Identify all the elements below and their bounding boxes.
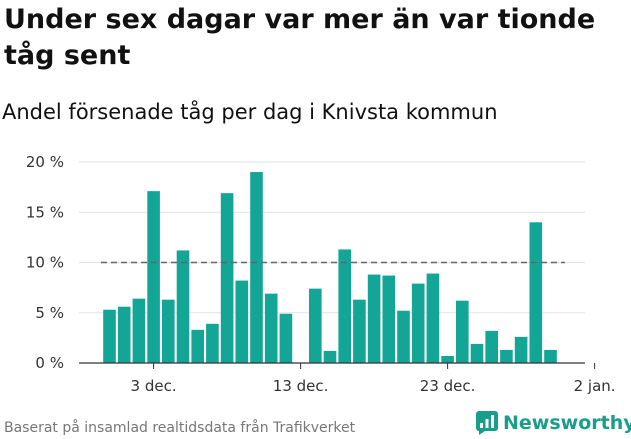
y-tick-label: 10 %: [26, 254, 64, 272]
bar: [132, 298, 146, 363]
x-tick-label: 2 jan.: [574, 377, 616, 395]
bar: [176, 250, 190, 363]
bar: [309, 288, 322, 363]
bar: [500, 349, 513, 363]
bar: [514, 336, 528, 363]
y-tick-label: 15 %: [26, 203, 64, 221]
bar: [441, 355, 454, 363]
bar: [367, 274, 381, 363]
source-note: Baserat på insamlad realtidsdata från Tr…: [4, 420, 356, 436]
bar: [191, 329, 204, 363]
bar: [411, 283, 425, 363]
bar: [279, 313, 293, 363]
bar: [338, 249, 351, 363]
bar: [529, 222, 543, 363]
x-tick-label: 13 dec.: [273, 377, 329, 395]
bar: [147, 191, 160, 363]
bar: [250, 172, 263, 363]
brand[interactable]: Newsworthy: [476, 410, 631, 436]
bar: [235, 280, 249, 363]
y-tick-label: 0 %: [35, 354, 64, 372]
bar: [323, 350, 337, 363]
bar: [117, 306, 131, 363]
bar: [353, 299, 366, 363]
bar: [206, 323, 219, 363]
newsworthy-logo-icon: [476, 411, 498, 435]
bar: [485, 330, 498, 363]
bar: [264, 293, 278, 363]
x-tick-label: 23 dec.: [420, 377, 476, 395]
bar: [220, 193, 234, 363]
bar: [544, 349, 557, 363]
y-tick-label: 5 %: [35, 304, 64, 322]
bar: [470, 343, 484, 363]
bar: [162, 299, 175, 363]
bar: [103, 309, 116, 363]
bar-chart: 0 % 5 % 10 % 15 % 20 % 3 dec. 13 dec. 23 dec. 2 …: [26, 153, 616, 395]
bar: [426, 273, 440, 363]
y-tick-label: 20 %: [26, 153, 64, 171]
bar: [456, 300, 469, 363]
bar: [397, 310, 410, 363]
bar: [382, 275, 396, 363]
x-tick-label: 3 dec.: [131, 377, 177, 395]
brand-name: Newsworthy: [503, 412, 631, 434]
chart-title: Under sex dagar var mer än var tionde tå…: [4, 4, 596, 71]
chart-subtitle: Andel försenade tåg per dag i Knivsta ko…: [2, 100, 498, 124]
